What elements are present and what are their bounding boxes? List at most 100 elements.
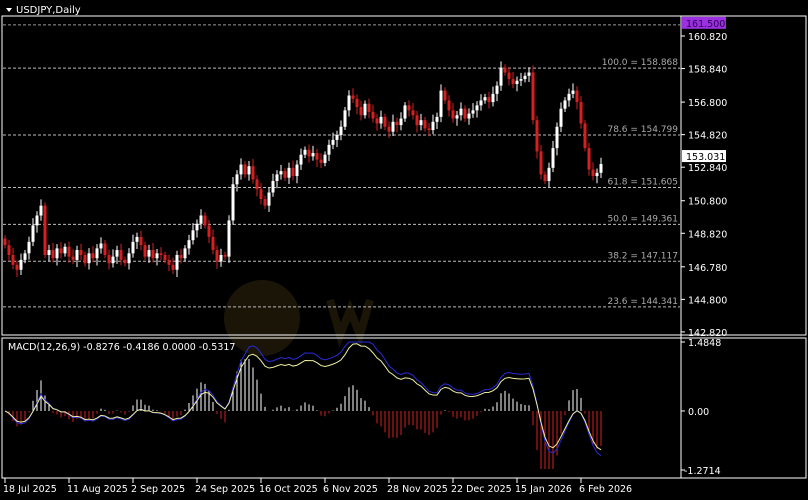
candle-body [447, 100, 451, 111]
candle-body [355, 98, 359, 108]
candle-body [563, 100, 567, 109]
candle-body [495, 85, 499, 94]
candle-body [559, 108, 563, 127]
date-tick-label: 18 Jul 2025 [3, 484, 57, 495]
candle-body [319, 159, 323, 163]
candle-body [3, 238, 7, 246]
candle-body [599, 164, 603, 173]
macd-label: MACD(12,26,9) -0.8276 -0.4186 0.0000 -0.… [8, 342, 235, 353]
candle-body [199, 215, 203, 224]
candle-body [359, 107, 363, 116]
candle-body [275, 174, 279, 182]
candle-body [519, 79, 523, 81]
candle-body [579, 102, 583, 124]
date-tick-label: 15 Jan 2026 [515, 484, 572, 495]
candle-body [351, 95, 355, 99]
candle-body [191, 230, 195, 241]
candle-body [335, 134, 339, 140]
candle-body [119, 250, 123, 260]
macd-tick-label: 0.00 [688, 407, 709, 418]
date-tick-label: 2 Sep 2025 [131, 484, 185, 495]
wikifx-watermark-logo [224, 280, 374, 356]
candle-body [171, 264, 175, 270]
price-tick-label: 152.840 [688, 163, 727, 174]
chart-title[interactable]: USDJPY,Daily [6, 5, 81, 16]
candle-body [11, 254, 15, 265]
main-panel-frame [1, 15, 807, 336]
candle-body [571, 90, 575, 94]
triangle-down-icon[interactable] [6, 8, 12, 12]
candle-body [347, 95, 351, 111]
macd-signal-line [4, 343, 602, 451]
price-tick-label: 158.840 [688, 65, 727, 76]
candle-body [179, 254, 183, 259]
candle-body [67, 246, 71, 257]
candle-body [271, 181, 275, 193]
candle-body [83, 254, 87, 264]
candle-body [583, 123, 587, 149]
candle-body [31, 225, 35, 242]
candle-body [131, 241, 135, 254]
candle-body [91, 253, 95, 259]
candle-body [167, 259, 171, 265]
candle-body [99, 243, 103, 249]
fibonacci-levels: 100.0 = 158.868 78.6 = 154.799 61.8 = 151.… [3, 24, 680, 308]
candle-body [439, 90, 443, 117]
candle-body [7, 245, 11, 255]
candle-body [427, 128, 431, 131]
price-tick-label: 146.780 [688, 263, 727, 274]
candle-body [279, 171, 283, 175]
candle-body [147, 250, 151, 257]
candle-body [403, 105, 407, 119]
candle-body [499, 67, 503, 86]
candle-body [115, 250, 119, 257]
candle-body [295, 164, 299, 177]
candle-body [107, 254, 111, 264]
candle-body [143, 245, 147, 257]
candle-body [247, 166, 251, 175]
candle-body [315, 153, 319, 160]
candle-body [187, 240, 191, 249]
candle-body [591, 169, 595, 177]
candle-body [291, 167, 295, 177]
fib-level-label: 78.6 = 154.799 [607, 125, 678, 135]
candle-body [95, 248, 99, 259]
date-tick-label: 28 Nov 2025 [387, 484, 448, 495]
candle-body [435, 116, 439, 122]
candle-body [51, 250, 55, 259]
candle-body [251, 166, 255, 180]
candle-body [15, 264, 19, 270]
candle-body [535, 120, 539, 152]
fib-level-label: 50.0 = 149.361 [607, 214, 678, 224]
candle-body [47, 250, 51, 255]
candle-body [415, 115, 419, 126]
candle-body [255, 179, 259, 190]
fib-level-label: 100.0 = 158.868 [602, 58, 679, 68]
candle-body [163, 254, 167, 260]
macd-indicator [4, 341, 602, 470]
candle-body [443, 90, 447, 101]
symbol-timeframe-label: USDJPY,Daily [16, 5, 81, 16]
candle-body [503, 67, 507, 73]
candle-body [183, 248, 187, 259]
ask-price-tag [682, 16, 726, 29]
candle-body [479, 100, 483, 106]
candle-body [455, 115, 459, 119]
date-tick-label: 6 Nov 2025 [323, 484, 378, 495]
candle-body [371, 111, 375, 119]
candle-body [419, 120, 423, 126]
candle-body [507, 72, 511, 80]
candle-body [379, 116, 383, 124]
candle-body [307, 149, 311, 157]
candle-body [575, 90, 579, 103]
candle-body [399, 118, 403, 126]
candle-body [23, 253, 27, 260]
candle-body [111, 256, 115, 264]
candle-body [363, 103, 367, 116]
candle-body [471, 110, 475, 114]
candle-body [567, 93, 571, 101]
candle-body [259, 189, 263, 200]
candle-body [311, 153, 315, 157]
candle-body [231, 184, 235, 221]
